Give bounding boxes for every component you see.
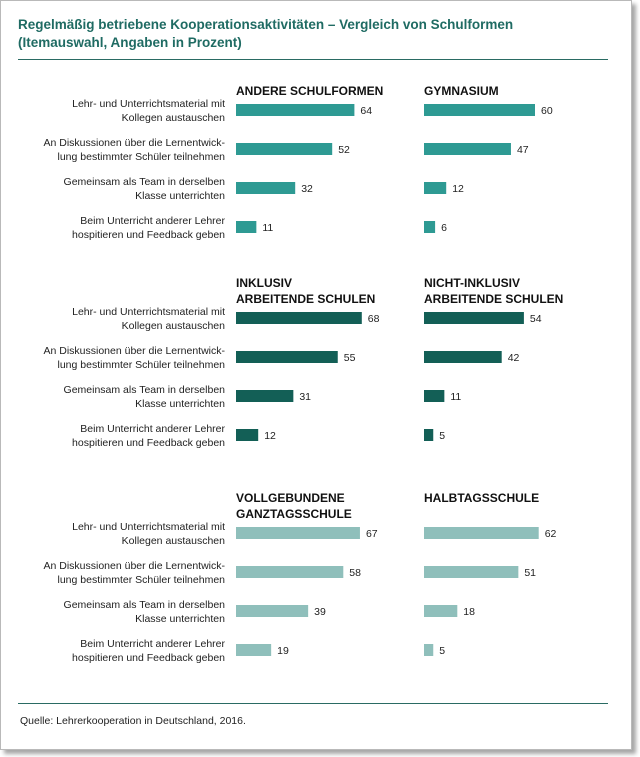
bar xyxy=(236,644,272,656)
data-label: 5 xyxy=(439,645,445,657)
category-label: lung bestimmter Schüler teilnehmen xyxy=(58,359,226,371)
category-label: Gemeinsam als Team in derselben xyxy=(64,384,226,396)
category-label: Klasse unterrichten xyxy=(135,398,225,410)
bar xyxy=(424,143,511,155)
data-label: 12 xyxy=(452,183,464,195)
panel-title-right: GYMNASIUM xyxy=(424,84,499,98)
data-label: 39 xyxy=(314,606,326,618)
data-label: 11 xyxy=(450,391,461,403)
category-label: hospitieren und Feedback geben xyxy=(72,652,225,664)
data-label: 62 xyxy=(545,528,557,540)
panel-title-left: ARBEITENDE SCHULEN xyxy=(236,292,375,306)
data-label: 5 xyxy=(439,430,445,442)
data-label: 18 xyxy=(463,606,475,618)
category-label: Lehr- und Unterrichtsmaterial mit xyxy=(72,98,225,110)
bar xyxy=(424,104,535,116)
data-label: 11 xyxy=(262,222,273,234)
data-label: 67 xyxy=(366,528,378,540)
category-label: Beim Unterricht anderer Lehrer xyxy=(80,215,225,227)
panel-title-left: INKLUSIV xyxy=(236,276,292,290)
bar xyxy=(424,605,458,617)
category-label: Beim Unterricht anderer Lehrer xyxy=(80,423,225,435)
bar-chart-panels: ANDERE SCHULFORMEN GYMNASIUM Lehr- und Unt… xyxy=(43,84,563,664)
category-label: lung bestimmter Schüler teilnehmen xyxy=(58,151,226,163)
bar xyxy=(236,312,362,324)
category-label: Klasse unterrichten xyxy=(135,190,225,202)
bar xyxy=(236,429,259,441)
category-label: lung bestimmter Schüler teilnehmen xyxy=(58,574,226,586)
data-label: 31 xyxy=(299,391,311,403)
data-label: 47 xyxy=(517,144,529,156)
bar xyxy=(236,104,355,116)
bar xyxy=(424,221,436,233)
panel-title-right: NICHT-INKLUSIV xyxy=(424,276,520,290)
data-label: 68 xyxy=(368,313,380,325)
bar xyxy=(236,566,344,578)
panel-title-left: VOLLGEBUNDENE xyxy=(236,491,345,505)
category-label: Kollegen austauschen xyxy=(122,112,225,124)
chart-frame: Regelmäßig betriebene Kooperationsaktivi… xyxy=(0,0,632,750)
category-label: An Diskussionen über die Lernentwick- xyxy=(43,560,225,572)
panel-title-left: ANDERE SCHULFORMEN xyxy=(236,84,383,98)
bar xyxy=(424,351,502,363)
data-label: 12 xyxy=(264,430,276,442)
data-label: 52 xyxy=(338,144,350,156)
bar xyxy=(424,566,519,578)
data-label: 54 xyxy=(530,313,542,325)
source-note: Quelle: Lehrerkooperation in Deutschland… xyxy=(20,715,246,727)
category-label: Kollegen austauschen xyxy=(122,535,225,547)
source-divider xyxy=(18,703,608,704)
bar xyxy=(236,221,257,233)
data-label: 60 xyxy=(541,105,553,117)
bar xyxy=(236,390,294,402)
data-label: 42 xyxy=(508,352,520,364)
bar xyxy=(424,312,524,324)
panel-title-right: ARBEITENDE SCHULEN xyxy=(424,292,563,306)
category-label: Kollegen austauschen xyxy=(122,320,225,332)
bar xyxy=(236,182,296,194)
bar xyxy=(236,143,333,155)
bar xyxy=(424,527,539,539)
data-label: 55 xyxy=(344,352,356,364)
data-label: 58 xyxy=(349,567,361,579)
chart-title-line-2: (Itemauswahl, Angaben in Prozent) xyxy=(18,35,242,50)
category-label: Beim Unterricht anderer Lehrer xyxy=(80,638,225,650)
data-label: 64 xyxy=(360,105,372,117)
title-divider xyxy=(18,59,608,60)
data-label: 6 xyxy=(441,222,447,234)
bar xyxy=(236,351,338,363)
category-label: An Diskussionen über die Lernentwick- xyxy=(43,137,225,149)
category-label: Lehr- und Unterrichtsmaterial mit xyxy=(72,306,225,318)
category-label: Lehr- und Unterrichtsmaterial mit xyxy=(72,521,225,533)
chart-title-line-1: Regelmäßig betriebene Kooperationsaktivi… xyxy=(18,17,514,32)
bar xyxy=(236,527,360,539)
category-label: hospitieren und Feedback geben xyxy=(72,437,225,449)
category-label: hospitieren und Feedback geben xyxy=(72,229,225,241)
bar xyxy=(424,390,445,402)
bar xyxy=(236,605,309,617)
bar xyxy=(424,182,447,194)
bar xyxy=(424,644,434,656)
panel-title-left: GANZTAGSSCHULE xyxy=(236,507,352,521)
category-label: Klasse unterrichten xyxy=(135,613,225,625)
bar xyxy=(424,429,434,441)
panel-title-right: HALBTAGSSCHULE xyxy=(424,491,539,505)
data-label: 32 xyxy=(301,183,313,195)
category-label: Gemeinsam als Team in derselben xyxy=(64,176,226,188)
category-label: Gemeinsam als Team in derselben xyxy=(64,599,226,611)
data-label: 19 xyxy=(277,645,289,657)
data-label: 51 xyxy=(524,567,536,579)
category-label: An Diskussionen über die Lernentwick- xyxy=(43,345,225,357)
chart-title: Regelmäßig betriebene Kooperationsaktivi… xyxy=(18,16,618,52)
